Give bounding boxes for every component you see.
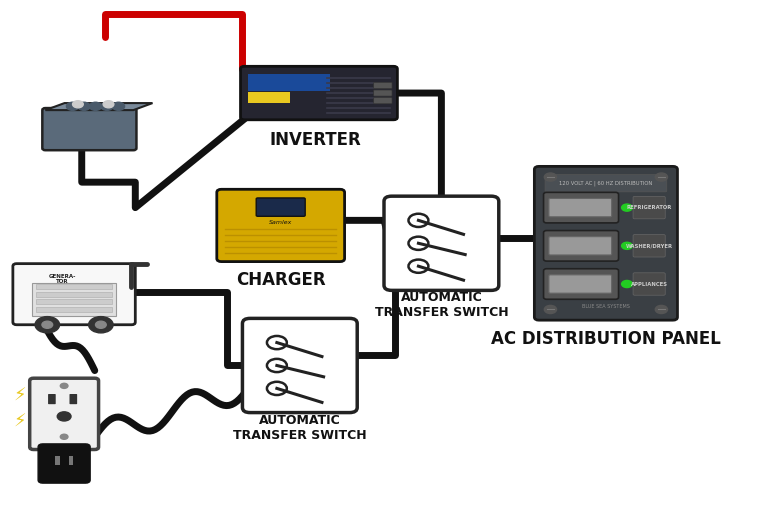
FancyBboxPatch shape xyxy=(42,108,137,150)
Text: APPLIANCES: APPLIANCES xyxy=(631,282,667,287)
FancyBboxPatch shape xyxy=(36,307,112,312)
Text: AUTOMATIC
TRANSFER SWITCH: AUTOMATIC TRANSFER SWITCH xyxy=(375,291,508,319)
FancyBboxPatch shape xyxy=(374,98,392,104)
FancyBboxPatch shape xyxy=(374,82,392,89)
FancyBboxPatch shape xyxy=(32,283,116,316)
Text: AC DISTRIBUTION PANEL: AC DISTRIBUTION PANEL xyxy=(491,330,721,348)
FancyBboxPatch shape xyxy=(69,394,77,404)
Circle shape xyxy=(101,102,113,111)
FancyBboxPatch shape xyxy=(13,264,135,325)
FancyBboxPatch shape xyxy=(36,292,112,297)
FancyBboxPatch shape xyxy=(544,230,618,261)
Circle shape xyxy=(61,383,68,389)
Circle shape xyxy=(103,101,114,108)
Circle shape xyxy=(409,237,429,250)
FancyBboxPatch shape xyxy=(384,196,498,290)
FancyBboxPatch shape xyxy=(68,456,73,465)
Circle shape xyxy=(88,316,113,333)
Circle shape xyxy=(267,336,286,349)
Text: ⚡: ⚡ xyxy=(14,387,26,405)
FancyBboxPatch shape xyxy=(36,284,112,289)
FancyBboxPatch shape xyxy=(48,394,56,404)
FancyBboxPatch shape xyxy=(36,300,112,304)
FancyBboxPatch shape xyxy=(633,197,665,219)
Text: CHARGER: CHARGER xyxy=(236,271,326,289)
FancyBboxPatch shape xyxy=(535,166,677,320)
Circle shape xyxy=(78,102,90,111)
Circle shape xyxy=(95,321,106,328)
Circle shape xyxy=(545,305,557,313)
Circle shape xyxy=(545,173,557,181)
FancyBboxPatch shape xyxy=(240,67,397,120)
Text: BLUE SEA SYSTEMS: BLUE SEA SYSTEMS xyxy=(582,305,630,309)
FancyBboxPatch shape xyxy=(544,269,618,300)
Text: GENERA-
TOR: GENERA- TOR xyxy=(49,273,76,284)
Circle shape xyxy=(621,242,632,249)
Text: REFRIGERATOR: REFRIGERATOR xyxy=(627,205,672,210)
Circle shape xyxy=(61,434,68,439)
FancyBboxPatch shape xyxy=(243,318,357,413)
Circle shape xyxy=(655,305,667,313)
Circle shape xyxy=(67,102,78,111)
Circle shape xyxy=(621,281,632,288)
Circle shape xyxy=(35,316,60,333)
FancyBboxPatch shape xyxy=(38,444,90,483)
Circle shape xyxy=(409,260,429,273)
Text: WASHER/DRYER: WASHER/DRYER xyxy=(626,243,673,248)
FancyBboxPatch shape xyxy=(374,90,392,96)
Text: INVERTER: INVERTER xyxy=(270,132,361,150)
Circle shape xyxy=(655,173,667,181)
FancyBboxPatch shape xyxy=(55,456,60,465)
Text: ⚡: ⚡ xyxy=(14,413,26,431)
FancyBboxPatch shape xyxy=(549,275,611,293)
Circle shape xyxy=(42,321,53,328)
Circle shape xyxy=(409,214,429,227)
Text: 120 VOLT AC | 60 HZ DISTRIBUTION: 120 VOLT AC | 60 HZ DISTRIBUTION xyxy=(559,180,653,186)
Circle shape xyxy=(621,204,632,211)
Circle shape xyxy=(58,412,71,421)
FancyBboxPatch shape xyxy=(217,189,345,262)
Polygon shape xyxy=(45,103,153,110)
FancyBboxPatch shape xyxy=(545,175,667,192)
FancyBboxPatch shape xyxy=(549,199,611,217)
FancyBboxPatch shape xyxy=(549,237,611,255)
FancyBboxPatch shape xyxy=(30,378,98,450)
Circle shape xyxy=(267,359,286,372)
FancyBboxPatch shape xyxy=(248,74,330,91)
Text: AUTOMATIC
TRANSFER SWITCH: AUTOMATIC TRANSFER SWITCH xyxy=(233,414,366,442)
FancyBboxPatch shape xyxy=(633,234,665,257)
FancyBboxPatch shape xyxy=(257,198,305,216)
FancyBboxPatch shape xyxy=(248,92,290,103)
FancyBboxPatch shape xyxy=(544,193,618,223)
Circle shape xyxy=(89,102,101,111)
Circle shape xyxy=(267,382,286,395)
FancyBboxPatch shape xyxy=(633,273,665,295)
Circle shape xyxy=(72,101,83,108)
Circle shape xyxy=(112,102,124,111)
Text: Samlex: Samlex xyxy=(269,220,293,225)
